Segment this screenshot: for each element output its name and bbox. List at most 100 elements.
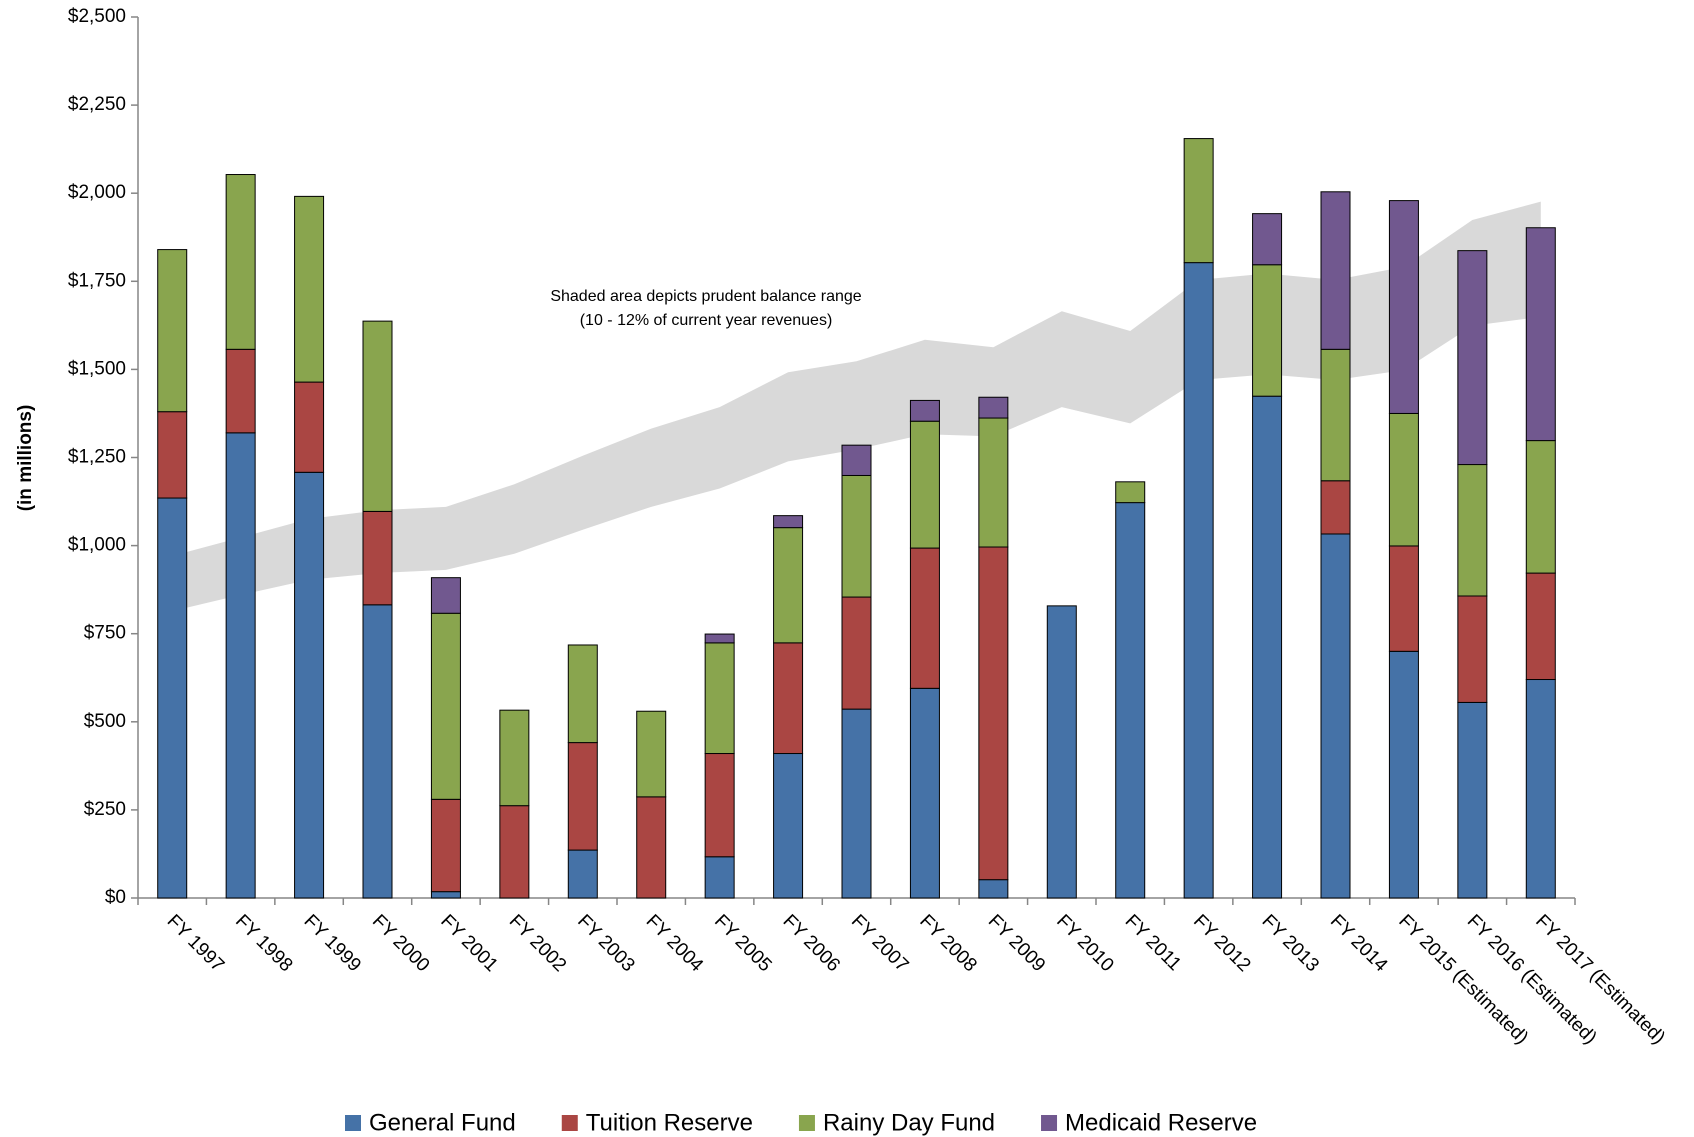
bar-segment: [841, 444, 872, 476]
bar-segment: [1183, 138, 1214, 264]
y-tick-label: $2,500: [68, 6, 126, 27]
y-tick-label: $2,250: [68, 94, 126, 115]
bar-segment: [909, 687, 940, 899]
x-tick-label: FY 2008: [915, 911, 980, 976]
legend-label: Medicaid Reserve: [1065, 1109, 1257, 1136]
annotation: Shaded area depicts prudent balance rang…: [550, 288, 861, 305]
y-tick-label: $250: [84, 799, 126, 820]
bar-segment: [978, 417, 1009, 548]
bar-segment: [704, 633, 735, 644]
bar-segment: [841, 596, 872, 710]
bar-segment: [294, 195, 325, 383]
annotation: (10 - 12% of current year revenues): [580, 312, 833, 329]
y-tick-label: $1,750: [68, 270, 126, 291]
bar-segment: [841, 474, 872, 598]
bar-segment: [567, 742, 598, 851]
bar-segment: [978, 396, 1009, 419]
x-tick-label: FY 2004: [642, 911, 708, 977]
bar-segment: [704, 856, 735, 899]
bar-segment: [1320, 533, 1351, 899]
bar-segment: [1320, 348, 1351, 482]
bar-segment: [636, 796, 667, 899]
bar-segment: [225, 432, 256, 899]
x-tick-label: FY 2014: [1326, 911, 1392, 977]
bar-segment: [567, 644, 598, 744]
x-tick-label: FY 2007: [847, 911, 912, 976]
x-tick-label: FY 2006: [779, 911, 844, 976]
bar-segment: [1183, 262, 1214, 899]
bar-segment: [1388, 650, 1419, 899]
bar-segment: [362, 320, 393, 512]
legend-label: General Fund: [369, 1109, 516, 1136]
bar-segment: [1457, 250, 1488, 466]
bar-segment: [1525, 440, 1556, 574]
bar-segment: [362, 510, 393, 606]
legend-swatch: [345, 1115, 361, 1131]
y-tick-label: $500: [84, 711, 126, 732]
x-tick-label: FY 2013: [1258, 911, 1323, 976]
x-tick-label: FY 2016 (Estimated): [1463, 911, 1601, 1049]
bar-segment: [978, 879, 1009, 899]
bar-segment: [430, 798, 461, 893]
x-tick-label: FY 2012: [1189, 911, 1254, 976]
bar-segment: [773, 515, 804, 529]
bar-segment: [430, 577, 461, 614]
bar-segment: [499, 709, 530, 807]
bar-segment: [1525, 679, 1556, 899]
bar-segment: [1115, 502, 1146, 899]
bar-segment: [773, 642, 804, 755]
bar-segment: [1457, 464, 1488, 597]
x-tick-label: FY 1997: [163, 911, 228, 976]
bar-segment: [430, 891, 461, 899]
legend-label: Tuition Reserve: [586, 1109, 753, 1136]
bar-segment: [157, 497, 188, 899]
y-axis-label: (in millions): [15, 405, 36, 512]
x-tick-label: FY 2011: [1121, 911, 1185, 975]
y-tick-label: $2,000: [68, 182, 126, 203]
bar-segment: [1252, 264, 1283, 397]
y-tick-label: $750: [84, 623, 126, 644]
bar-segment: [430, 612, 461, 800]
x-tick-label: FY 2000: [368, 911, 433, 976]
bar-segment: [841, 708, 872, 899]
x-tick-label: FY 2005: [710, 911, 775, 976]
bar-segment: [157, 249, 188, 413]
bar-segment: [1388, 412, 1419, 547]
bar-segment: [1457, 595, 1488, 703]
x-tick-label: FY 2017 (Estimated): [1531, 911, 1669, 1049]
x-tick-label: FY 2002: [505, 911, 570, 976]
bar-segment: [1388, 200, 1419, 414]
legend-label: Rainy Day Fund: [823, 1109, 995, 1136]
bar-segment: [294, 471, 325, 899]
bar-segment: [773, 527, 804, 644]
bar-segment: [704, 753, 735, 858]
bar-segment: [636, 710, 667, 798]
y-tick-label: $1,000: [68, 535, 126, 556]
bar-segment: [909, 420, 940, 549]
bar-segment: [1457, 701, 1488, 899]
x-tick-label: FY 2001: [436, 911, 501, 976]
legend-swatch: [561, 1115, 578, 1131]
x-tick-label: FY 2009: [984, 911, 1049, 976]
bar-segment: [567, 849, 598, 899]
legend-swatch: [1041, 1115, 1058, 1131]
bar-segment: [1320, 191, 1351, 350]
bar-segment: [1252, 213, 1283, 266]
bar-segment: [499, 805, 530, 899]
x-tick-label: FY 2015 (Estimated): [1394, 911, 1532, 1049]
x-tick-label: FY 2003: [573, 911, 638, 976]
bar-segment: [1115, 481, 1146, 504]
x-tick-label: FY 1998: [231, 911, 296, 976]
bar-segment: [225, 174, 256, 350]
bar-segment: [978, 546, 1009, 881]
y-tick-label: $1,500: [68, 358, 126, 379]
x-tick-label: FY 2010: [1052, 911, 1117, 976]
legend-swatch: [798, 1115, 815, 1131]
bar-segment: [704, 642, 735, 755]
bar-segment: [1525, 572, 1556, 681]
x-tick-label: FY 1999: [300, 911, 365, 976]
bar-segment: [1388, 545, 1419, 652]
bar-segment: [157, 411, 188, 499]
bar-segment: [225, 348, 256, 434]
